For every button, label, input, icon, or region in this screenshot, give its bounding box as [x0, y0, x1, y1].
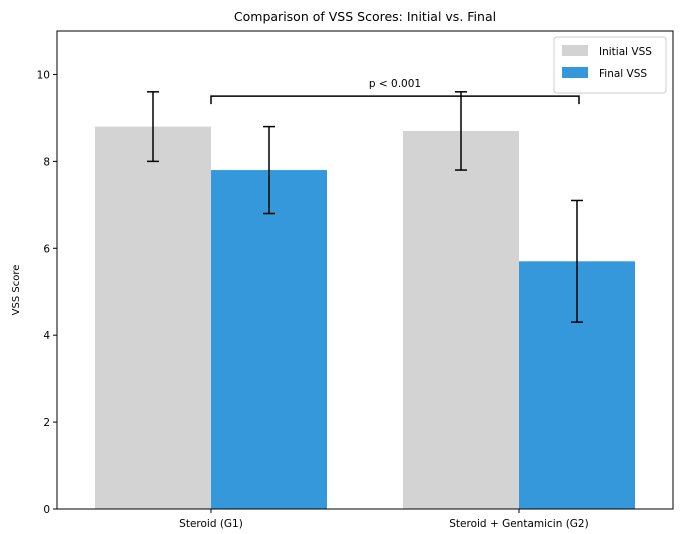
bar-final-1 — [211, 170, 327, 509]
bar-initial-1 — [95, 126, 211, 509]
error-bar-initial-2 — [455, 91, 467, 171]
significance-bracket — [210, 95, 580, 105]
significance-label: p < 0.001 — [369, 78, 421, 90]
y-tick-label: 2 — [43, 417, 50, 429]
y-tick-label: 4 — [43, 330, 50, 342]
y-axis-label: VSS Score — [11, 265, 22, 316]
y-tick-label: 8 — [43, 156, 50, 168]
significance-bracket-line — [210, 95, 580, 105]
x-tick-label: Steroid (G1) — [179, 518, 243, 530]
y-tick-label: 6 — [43, 243, 50, 255]
chart-title: Comparison of VSS Scores: Initial vs. Fi… — [234, 9, 496, 24]
legend-swatch-final — [562, 67, 588, 78]
legend-label-final: Final VSS — [599, 68, 647, 80]
plot-frame — [56, 30, 674, 510]
bar-initial-2 — [403, 130, 519, 510]
error-bar-initial-1 — [147, 91, 159, 163]
x-tick-label: Steroid + Gentamicin (G2) — [449, 518, 588, 530]
error-bar-final-1 — [263, 125, 275, 215]
legend: Initial VSS Final VSS — [553, 36, 667, 94]
legend-label-initial: Initial VSS — [599, 46, 652, 58]
y-tick-label: 10 — [37, 69, 50, 81]
legend-swatch-initial — [562, 45, 588, 56]
error-bar-final-2 — [571, 199, 583, 323]
y-tick-label: 0 — [43, 504, 50, 516]
plot-area: 0 2 4 6 8 10 Steroid (G1) Steroid + Gentamicin … — [37, 30, 674, 530]
